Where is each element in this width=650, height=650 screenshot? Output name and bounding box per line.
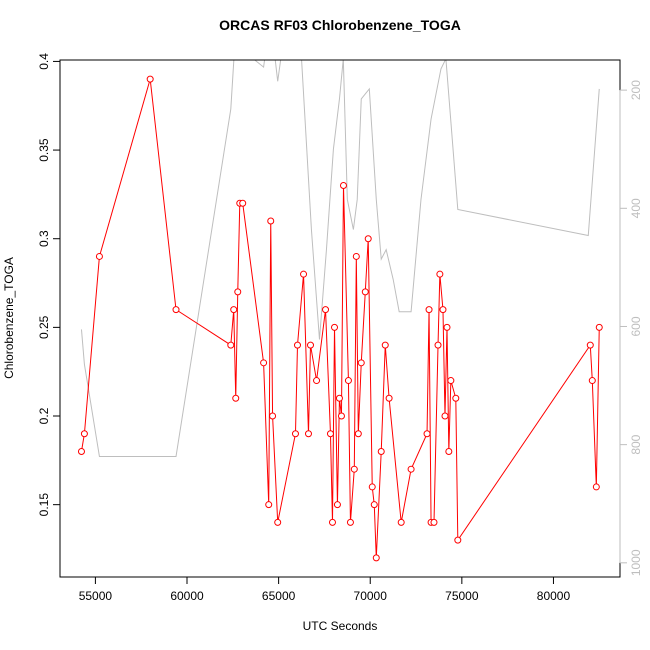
data-point xyxy=(339,182,347,190)
data-point xyxy=(423,430,431,438)
data-point xyxy=(588,377,596,385)
data-point xyxy=(146,75,154,83)
data-point xyxy=(300,270,308,278)
data-point xyxy=(454,536,462,544)
data-point xyxy=(337,412,345,420)
y2-tick-label: 600 xyxy=(629,316,643,336)
plot-frame xyxy=(59,59,621,578)
data-point xyxy=(304,430,312,438)
data-point xyxy=(368,483,376,491)
data-point xyxy=(352,252,360,260)
data-point xyxy=(436,270,444,278)
y-tick-label: 0.35 xyxy=(37,138,51,162)
data-point xyxy=(344,377,352,385)
data-point xyxy=(372,554,380,562)
data-point xyxy=(234,288,242,296)
y2-tick-label: 1000 xyxy=(629,549,643,576)
data-point xyxy=(307,341,315,349)
secondary-line xyxy=(80,60,600,457)
data-point xyxy=(439,306,447,314)
x-tick-label: 75000 xyxy=(445,589,479,603)
data-point xyxy=(434,341,442,349)
y-tick-label: 0.2 xyxy=(37,407,51,424)
data-point xyxy=(232,394,240,402)
data-point xyxy=(443,323,451,331)
y-axis-label: Chlorobenzene_TOGA xyxy=(2,257,16,379)
data-point xyxy=(326,430,334,438)
data-point xyxy=(230,306,238,314)
data-line xyxy=(80,79,600,558)
data-point xyxy=(377,447,385,455)
data-point xyxy=(291,430,299,438)
data-point xyxy=(447,377,455,385)
y-tick-label: 0.3 xyxy=(37,230,51,247)
y2-tick-label: 800 xyxy=(629,434,643,454)
data-point xyxy=(335,394,343,402)
chart-title: ORCAS RF03 Chlorobenzene_TOGA xyxy=(219,17,461,33)
x-tick-label: 65000 xyxy=(262,589,296,603)
data-point xyxy=(354,430,362,438)
data-point xyxy=(364,235,372,243)
data-point xyxy=(441,412,449,420)
data-point xyxy=(227,341,235,349)
data-point xyxy=(172,306,180,314)
x-tick-label: 80000 xyxy=(537,589,571,603)
data-point xyxy=(357,359,365,367)
data-point xyxy=(267,217,275,225)
data-point xyxy=(260,359,268,367)
data-point xyxy=(430,518,438,526)
data-point xyxy=(328,518,336,526)
x-tick-label: 70000 xyxy=(354,589,388,603)
data-point xyxy=(592,483,600,491)
data-point xyxy=(425,306,433,314)
y-tick-label: 0.4 xyxy=(37,53,51,70)
x-tick-label: 60000 xyxy=(170,589,204,603)
data-point xyxy=(385,394,393,402)
data-point xyxy=(265,501,273,509)
data-point xyxy=(595,323,603,331)
data-point xyxy=(350,465,358,473)
data-point xyxy=(346,518,354,526)
data-point xyxy=(322,306,330,314)
data-point xyxy=(274,518,282,526)
data-point xyxy=(361,288,369,296)
data-point xyxy=(293,341,301,349)
x-axis-label: UTC Seconds xyxy=(303,619,378,633)
data-point xyxy=(397,518,405,526)
y2-tick-label: 200 xyxy=(629,80,643,100)
data-point xyxy=(452,394,460,402)
data-point xyxy=(269,412,277,420)
data-point xyxy=(370,501,378,509)
y2-tick-label: 400 xyxy=(629,198,643,218)
x-tick-label: 55000 xyxy=(79,589,113,603)
data-point xyxy=(331,323,339,331)
data-point xyxy=(445,447,453,455)
data-point xyxy=(95,252,103,260)
y-tick-label: 0.25 xyxy=(37,315,51,339)
data-point xyxy=(381,341,389,349)
data-point xyxy=(80,430,88,438)
data-point xyxy=(239,199,247,207)
data-point xyxy=(333,501,341,509)
data-point xyxy=(77,447,85,455)
data-point xyxy=(313,377,321,385)
y-tick-label: 0.15 xyxy=(37,493,51,517)
data-point xyxy=(586,341,594,349)
data-point xyxy=(407,465,415,473)
plot-area xyxy=(77,60,603,562)
